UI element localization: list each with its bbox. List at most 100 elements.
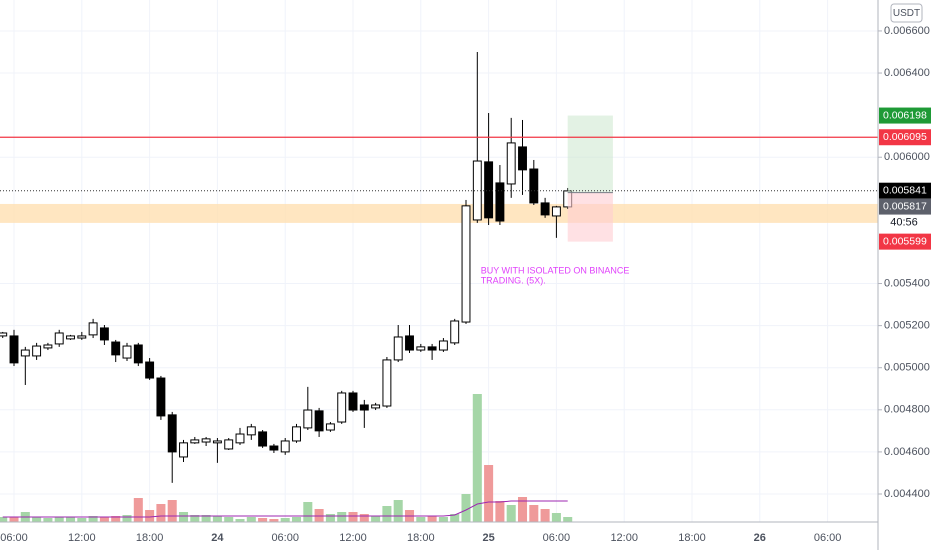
y-tick-label: 0.005000 (884, 362, 930, 374)
candle-body (145, 361, 155, 379)
candle-body (167, 414, 177, 453)
candle-body (54, 332, 64, 345)
candle-body (371, 404, 381, 409)
volume-bar (495, 501, 505, 522)
annotation: BUY WITH ISOLATED ON BINANCE (481, 265, 630, 275)
time-axis (0, 522, 878, 550)
volume-bar (280, 518, 290, 522)
candle-body (529, 168, 539, 204)
price-tag (879, 107, 931, 124)
volume-bar (190, 515, 200, 522)
candle-body (450, 320, 460, 344)
volume-bar (88, 516, 98, 522)
volume-bar (359, 514, 369, 522)
currency[interactable]: USDT (893, 8, 920, 19)
x-tick-label: 25 (482, 532, 494, 544)
candle-body (540, 202, 550, 216)
y-tick-label: 0.006000 (884, 151, 930, 163)
volume-bar (325, 514, 335, 522)
volume-bar (540, 509, 550, 522)
candle-body (0, 332, 8, 337)
candle-body (122, 345, 132, 359)
volume-bar (461, 494, 471, 522)
x-tick-label: 24 (211, 532, 224, 544)
candle-body (32, 345, 42, 357)
volume-bar (450, 514, 460, 522)
candle-body (438, 340, 448, 351)
candle-body (325, 423, 335, 431)
candle-body (303, 409, 313, 429)
candle-body (382, 359, 392, 407)
candle-body (518, 146, 527, 171)
candle-body (156, 377, 166, 417)
volume-bar (382, 506, 392, 522)
candle-body (179, 442, 188, 458)
price-axis (878, 0, 932, 550)
x-tick-label: 18:00 (678, 532, 706, 544)
zone (0, 203, 878, 223)
volume-bar (393, 500, 403, 522)
currency-box[interactable] (890, 3, 923, 23)
countdown: 40:56 (890, 217, 918, 229)
volume-bar (54, 517, 64, 522)
candle-body (393, 336, 403, 361)
x-tick-label: 06:00 (543, 532, 571, 544)
price-tag (879, 182, 931, 199)
x-tick-label: 06:00 (0, 532, 28, 544)
volume-bar (178, 512, 189, 522)
y-tick-label: 0.004600 (884, 446, 930, 458)
volume-bar (43, 518, 53, 522)
candle-body (427, 346, 437, 351)
price-tag (879, 198, 931, 215)
y-tick-label: 0.005200 (884, 320, 930, 332)
volume-bar (145, 510, 155, 522)
volume-bar (517, 497, 528, 522)
candle-body (551, 206, 561, 217)
candle-body (66, 335, 75, 340)
price-tag-label: 0.005841 (883, 184, 927, 196)
volume-bar (563, 517, 573, 522)
candle-body (484, 161, 494, 219)
candle-body (314, 410, 324, 432)
candle-body (461, 205, 471, 323)
price-tag-label: 0.005817 (883, 200, 927, 212)
countdown-tag (879, 214, 931, 231)
candle-body (348, 392, 358, 411)
volume-bar (427, 516, 437, 522)
price-tag-label: 0.005599 (883, 235, 927, 247)
candle-body (20, 349, 30, 357)
candle-body (99, 327, 109, 341)
candle-body (495, 182, 505, 222)
annotation: TRADING. (5X). (481, 275, 546, 285)
volume-bar (212, 516, 222, 522)
volume-bar (269, 519, 279, 522)
volume-bar (438, 517, 448, 522)
candle-body (201, 438, 211, 443)
volume-bar (77, 518, 87, 522)
volume-bar (111, 516, 121, 522)
volume-ma (2, 500, 568, 518)
volume-bar (156, 504, 166, 522)
candle-body (246, 426, 256, 436)
y-tick-label: 0.004400 (884, 488, 930, 500)
candle-body (416, 346, 426, 351)
volume-bar (291, 517, 302, 522)
volume-bar (201, 515, 211, 522)
volume-bar (258, 518, 268, 522)
candle-body (280, 440, 290, 453)
volume-bar (32, 517, 42, 522)
candle-body (258, 431, 268, 447)
volume-bar (506, 505, 516, 522)
x-tick-label: 26 (754, 532, 766, 544)
y-tick-label: 0.005400 (884, 277, 930, 289)
x-tick-label: 12:00 (68, 532, 96, 544)
candle-body (359, 404, 369, 411)
candle-body (9, 335, 19, 364)
candle-body (292, 426, 301, 442)
x-tick-label: 12:00 (339, 532, 367, 544)
x-tick-label: 12:00 (610, 532, 638, 544)
candle-body (43, 344, 53, 349)
volume-bar (484, 465, 494, 522)
y-tick-label: 0.006400 (884, 67, 930, 79)
